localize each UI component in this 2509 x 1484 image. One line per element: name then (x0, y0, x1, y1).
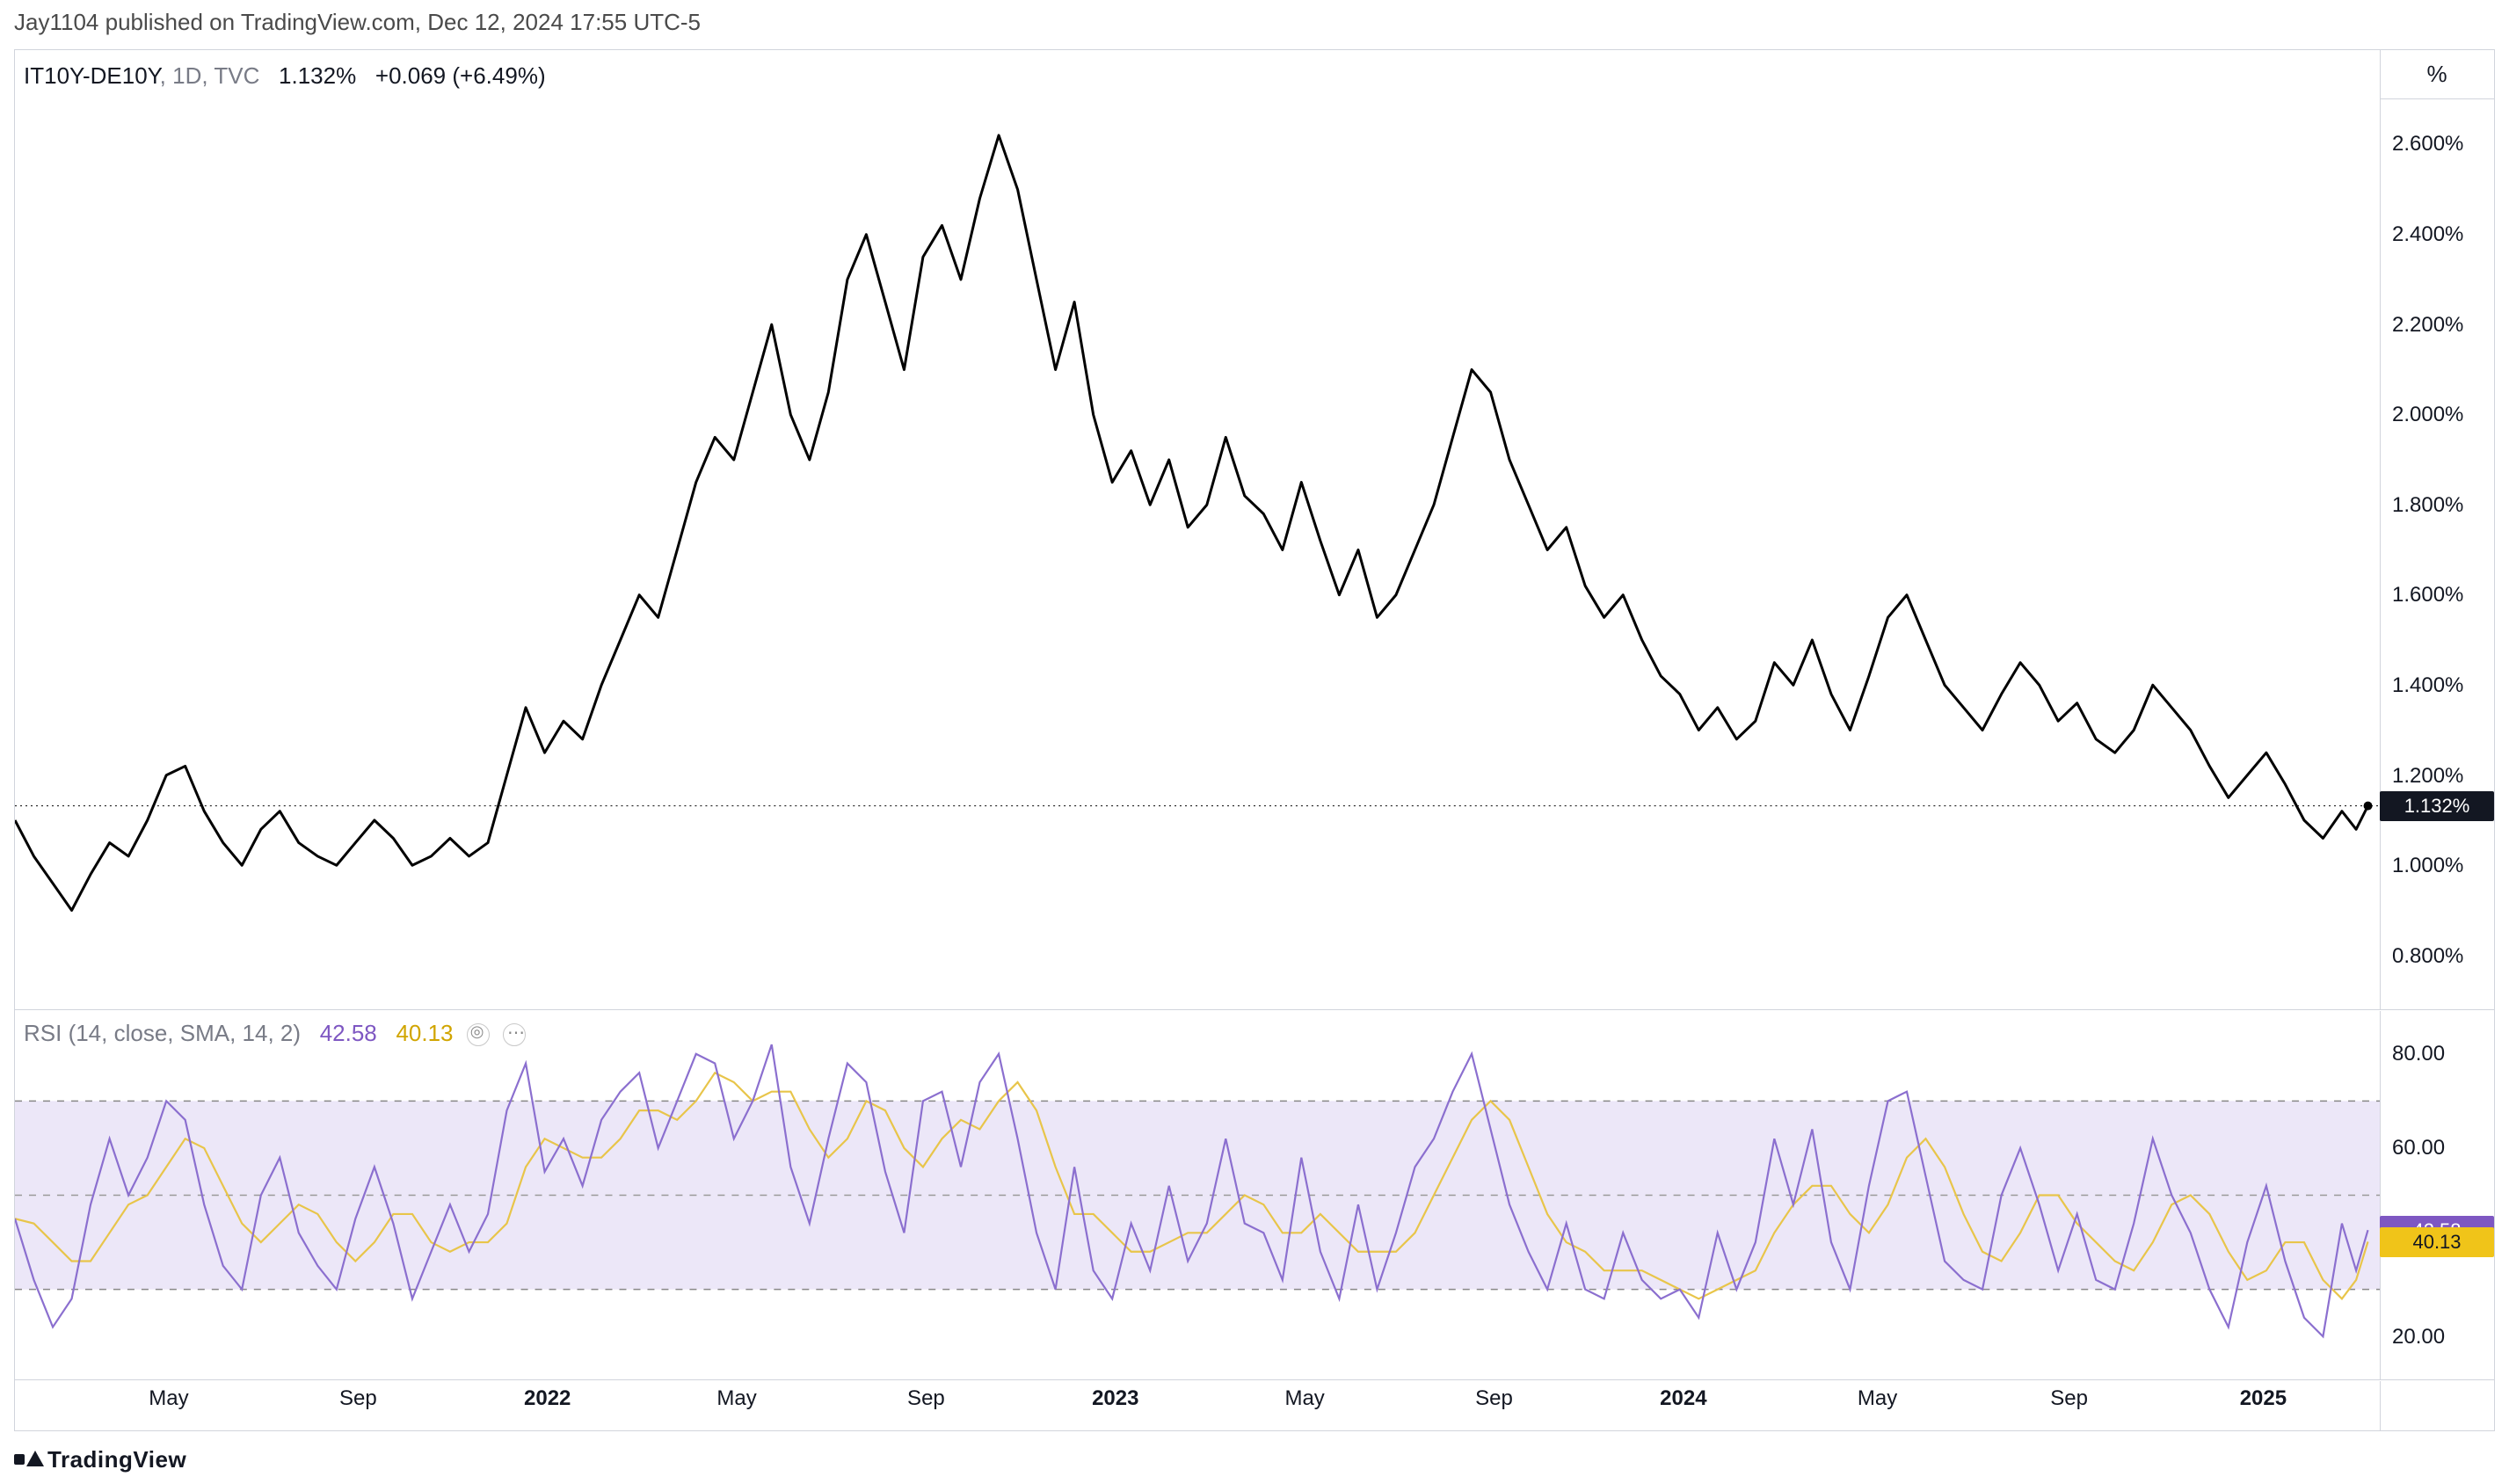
time-tick: 2023 (1092, 1386, 1138, 1411)
chart-frame: % IT10Y-DE10Y, 1D, TVC 1.132% +0.069 (+6… (14, 49, 2495, 1431)
last-value: 1.132% (279, 62, 356, 89)
axis-corner (2380, 1381, 2494, 1430)
price-ytick: 1.200% (2380, 764, 2494, 789)
time-tick: Sep (339, 1386, 377, 1411)
price-ytick: 2.000% (2380, 403, 2494, 427)
rsi-ytick: 60.00 (2380, 1136, 2494, 1160)
price-ytick: 2.400% (2380, 222, 2494, 247)
time-axis[interactable]: May Sep 2022 May Sep 2023 May Sep 2024 May Sep 2025 (15, 1381, 2380, 1430)
publish-line: Jay1104 published on TradingView.com, De… (14, 9, 701, 36)
time-tick: 2025 (2240, 1386, 2287, 1411)
time-tick: May (1858, 1386, 1897, 1411)
price-marker: 1.132% (2380, 791, 2494, 821)
rsi-legend[interactable]: RSI (14, close, SMA, 14, 2) 42.58 40.13 (24, 1020, 526, 1047)
symbol: IT10Y-DE10Y (24, 62, 160, 89)
interval: 1D (172, 62, 201, 89)
publisher: Jay1104 (14, 9, 98, 35)
rsi-title: RSI (14, close, SMA, 14, 2) (24, 1020, 301, 1046)
price-svg (15, 50, 2380, 1009)
time-tick: 2024 (1660, 1386, 1706, 1411)
price-ytick: 1.400% (2380, 673, 2494, 698)
price-ytick: 0.800% (2380, 944, 2494, 969)
change: +0.069 (375, 62, 446, 89)
change-pct: (+6.49%) (452, 62, 545, 89)
footer: TradingView (14, 1446, 186, 1473)
rsi-yaxis[interactable]: 20.0040.0060.0080.0042.5840.13 (2380, 1011, 2494, 1380)
chart-root: Jay1104 published on TradingView.com, De… (0, 0, 2509, 1484)
rsi-value: 42.58 (320, 1020, 377, 1046)
price-ytick: 1.800% (2380, 493, 2494, 518)
rsi-marker: 40.13 (2380, 1227, 2494, 1257)
price-ytick: 1.000% (2380, 854, 2494, 878)
price-yaxis[interactable]: 0.800% 1.000% 1.200% 1.400% 1.600% 1.800% 2.00… (2380, 50, 2494, 1010)
rsi-ytick: 80.00 (2380, 1042, 2494, 1066)
time-tick: May (1284, 1386, 1324, 1411)
tradingview-logo-icon (14, 1451, 40, 1470)
more-icon[interactable] (503, 1023, 526, 1046)
source: TVC (214, 62, 259, 89)
tradingview-brand: TradingView (47, 1446, 186, 1473)
rsi-pane[interactable]: RSI (14, close, SMA, 14, 2) 42.58 40.13 (15, 1011, 2380, 1380)
published-on: published on TradingView.com, (105, 9, 421, 35)
price-ytick: 2.600% (2380, 132, 2494, 156)
publish-timestamp: Dec 12, 2024 17:55 UTC-5 (427, 9, 701, 35)
price-pane[interactable]: IT10Y-DE10Y, 1D, TVC 1.132% +0.069 (+6.4… (15, 50, 2380, 1010)
time-tick: Sep (907, 1386, 945, 1411)
time-tick: Sep (1475, 1386, 1513, 1411)
price-ytick: 1.600% (2380, 583, 2494, 607)
time-tick: 2022 (524, 1386, 571, 1411)
price-legend[interactable]: IT10Y-DE10Y, 1D, TVC 1.132% +0.069 (+6.4… (24, 62, 546, 90)
rsi-sma-value: 40.13 (396, 1020, 453, 1046)
rsi-svg (15, 1011, 2380, 1379)
time-tick: May (716, 1386, 756, 1411)
visibility-icon[interactable] (467, 1023, 490, 1046)
time-tick: Sep (2050, 1386, 2088, 1411)
rsi-ytick: 20.00 (2380, 1325, 2494, 1349)
price-ytick: 2.200% (2380, 313, 2494, 338)
time-tick: May (149, 1386, 188, 1411)
